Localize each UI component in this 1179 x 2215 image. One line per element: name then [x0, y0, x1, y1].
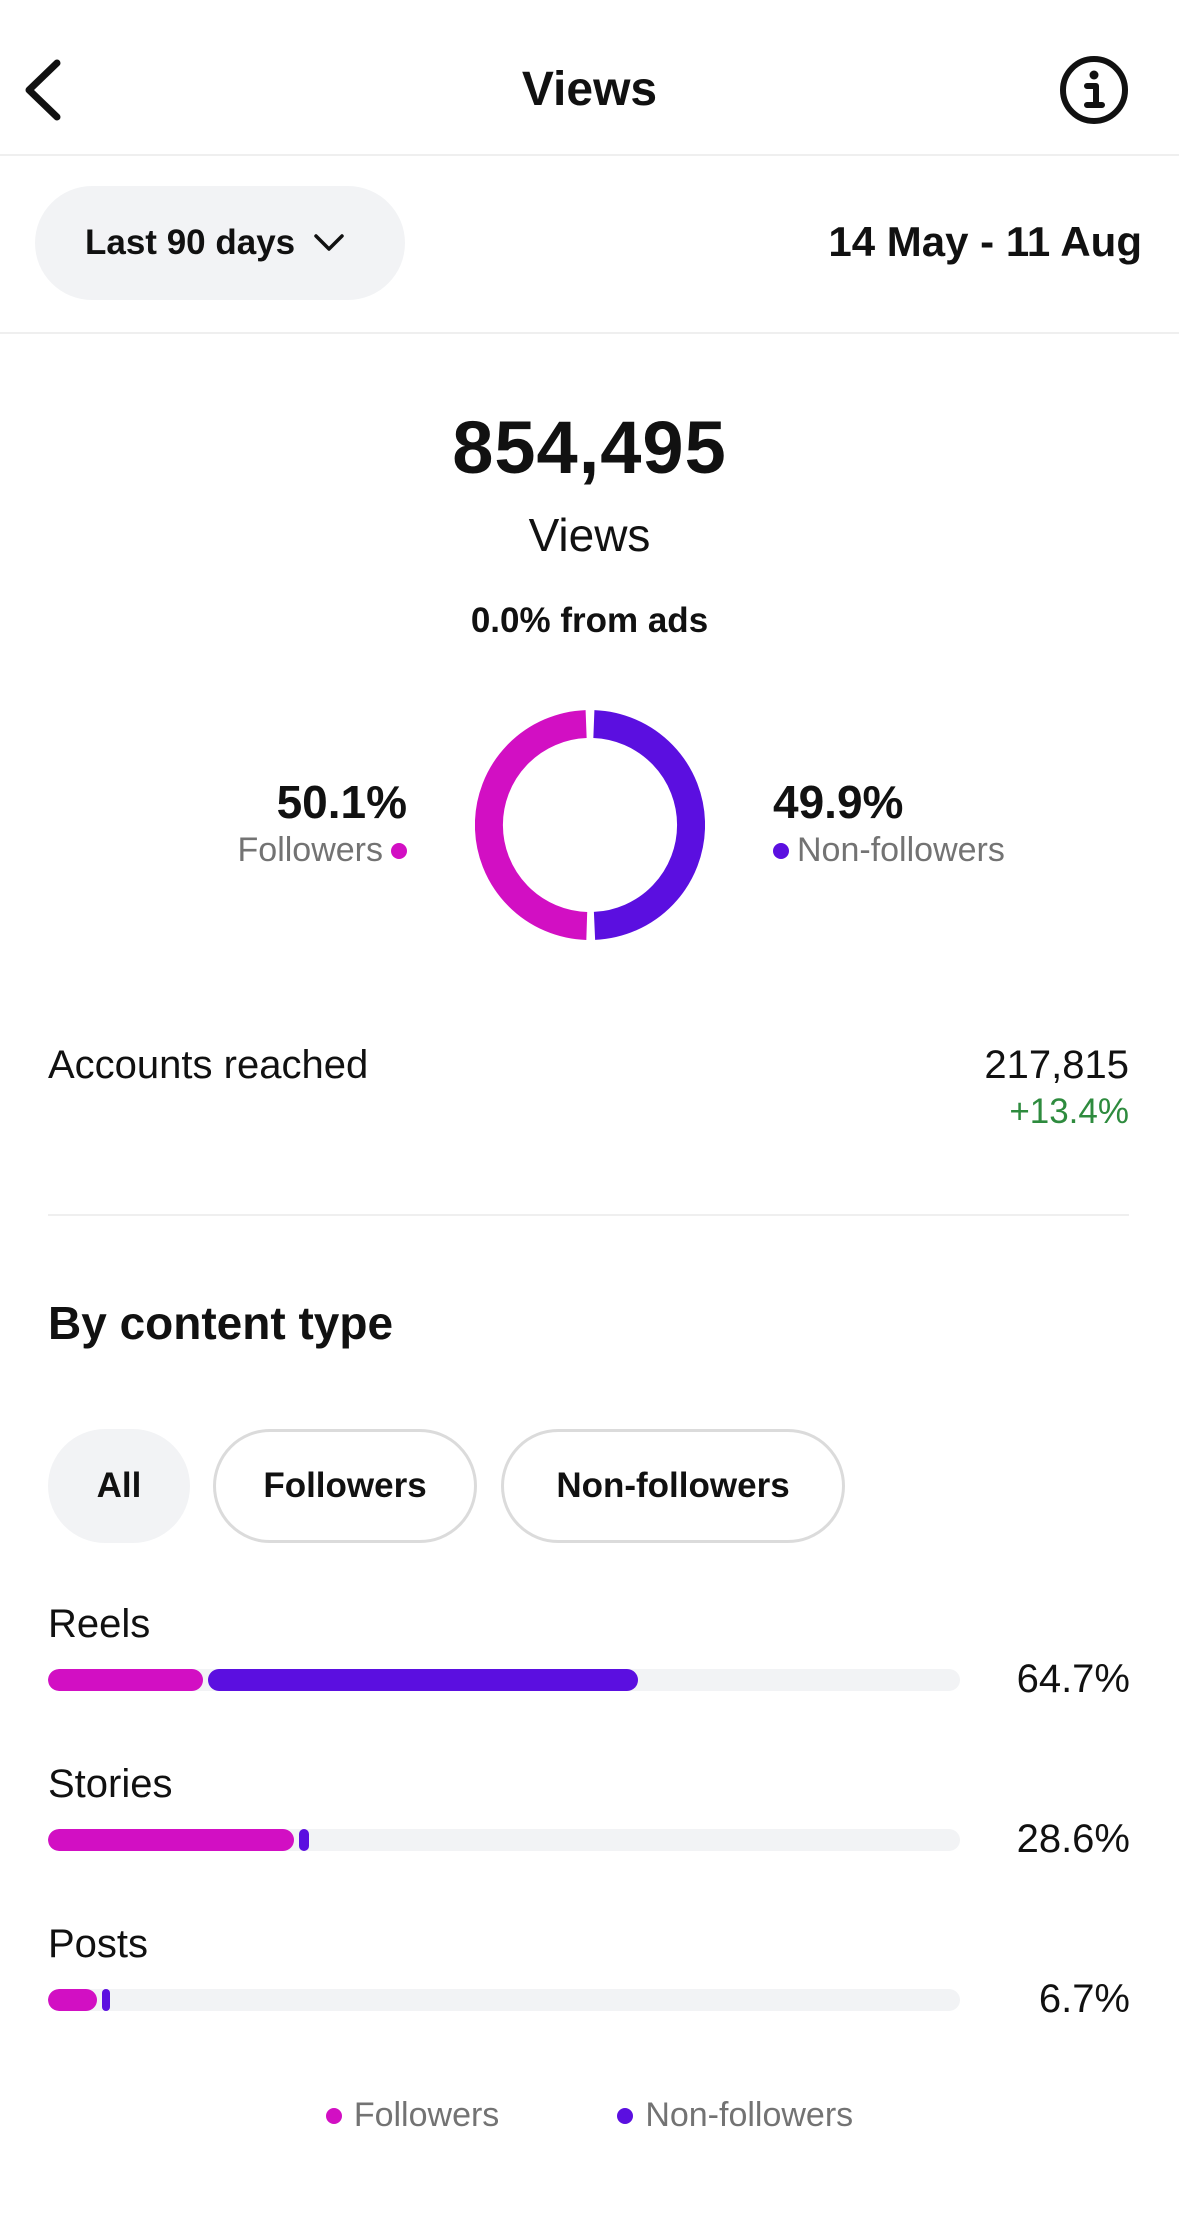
bar-segment-followers [48, 1989, 97, 2011]
content-type-row-posts: Posts 6.7% [48, 1922, 1130, 2052]
content-type-name: Posts [48, 1922, 149, 1966]
legend-item-followers: Followers [325, 2096, 500, 2135]
legend-item-nonfollowers: Non-followers [617, 2096, 853, 2135]
content-type-row-stories: Stories 28.6% [48, 1762, 1130, 1892]
nonfollowers-dot-icon [773, 842, 789, 859]
info-button[interactable] [1058, 54, 1130, 126]
top-bar: Views [0, 0, 1179, 156]
bar-segment-nonfollowers [208, 1669, 639, 1691]
donut-segment-nonfollowers [593, 710, 705, 940]
audience-donut-chart [475, 710, 705, 940]
total-views-value: 854,495 [452, 406, 727, 489]
info-icon [1060, 56, 1128, 124]
content-type-bar [48, 1989, 960, 2011]
followers-dot-icon [391, 842, 407, 859]
total-views-label: Views [528, 509, 651, 561]
chevron-left-icon [25, 59, 61, 121]
content-type-heading: By content type [48, 1297, 394, 1349]
followers-share: 50.1% Followers [238, 777, 407, 870]
ads-percentage: 0.0% from ads [470, 601, 709, 640]
legend-label-followers: Followers [353, 2096, 500, 2134]
bar-segment-followers [48, 1829, 294, 1851]
content-type-name: Reels [48, 1602, 151, 1646]
nonfollowers-share-label-row: Non-followers [773, 831, 1005, 870]
nonfollowers-dot-icon [617, 2107, 634, 2124]
content-type-percentage: 6.7% [1038, 1977, 1130, 2021]
followers-share-label: Followers [237, 831, 383, 869]
page-title: Views [521, 63, 658, 116]
content-type-percentage: 64.7% [1016, 1657, 1130, 1701]
accounts-reached-label: Accounts reached [48, 1043, 369, 1087]
date-range-dropdown-label: Last 90 days [85, 223, 296, 262]
followers-share-label-row: Followers [238, 831, 407, 870]
accounts-reached-value: 217,815 [984, 1043, 1129, 1087]
bar-segment-nonfollowers [101, 1989, 110, 2011]
back-button[interactable] [18, 55, 68, 125]
followers-dot-icon [325, 2107, 342, 2124]
nonfollowers-share: 49.9% Non-followers [773, 777, 1005, 870]
chart-legend: Followers Non-followers [0, 2096, 1179, 2135]
content-type-name: Stories [48, 1762, 173, 1806]
content-type-row-reels: Reels 64.7% [48, 1602, 1130, 1732]
bar-segment-followers [48, 1669, 204, 1691]
followers-share-value: 50.1% [276, 776, 407, 828]
nonfollowers-share-label: Non-followers [797, 831, 1005, 869]
tab-followers[interactable]: Followers [213, 1429, 477, 1543]
section-divider [48, 1214, 1129, 1216]
chevron-down-icon [314, 234, 344, 251]
bar-segment-nonfollowers [298, 1829, 309, 1851]
donut-segment-followers [475, 710, 588, 940]
content-type-bar [48, 1669, 960, 1691]
date-range-dropdown[interactable]: Last 90 days [35, 186, 405, 300]
tab-nonfollowers[interactable]: Non-followers [501, 1429, 845, 1543]
nonfollowers-share-value: 49.9% [773, 776, 904, 828]
date-range-text: 14 May - 11 Aug [828, 218, 1142, 265]
content-type-percentage: 28.6% [1016, 1817, 1130, 1861]
tab-all[interactable]: All [48, 1429, 190, 1543]
legend-label-nonfollowers: Non-followers [645, 2096, 854, 2134]
accounts-reached-change: +13.4% [1009, 1092, 1129, 1131]
content-type-bar [48, 1829, 960, 1851]
filter-bar: Last 90 days 14 May - 11 Aug [0, 156, 1179, 334]
